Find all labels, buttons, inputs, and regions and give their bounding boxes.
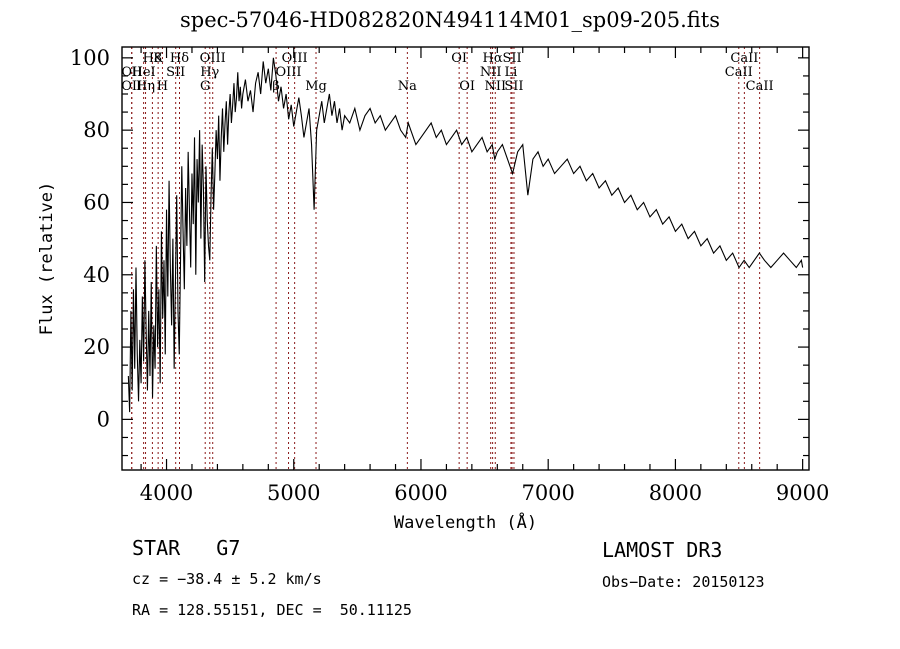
spectral-line-label: HeI [132,65,156,80]
spectral-line-label: OIII [275,65,301,80]
x-tick-label: 8000 [649,481,702,505]
object-type-label: STAR G7 [132,536,241,560]
plot-frame [121,46,810,471]
spectral-line-label: OIII [200,51,226,66]
redshift-velocity-label: cz = −38.4 ± 5.2 km/s [132,570,322,588]
spectral-line-label: OIII [282,51,308,66]
y-tick-label: 20 [83,335,110,359]
x-tick-label: 6000 [394,481,447,505]
spectral-line-label: NII [480,65,502,80]
y-tick-label: 0 [97,407,110,431]
spectral-line-label: Hγ [200,65,219,80]
page-title: spec-57046-HD082820N494114M01_sp09-205.f… [179,8,720,32]
spectral-line-label: OI [451,51,467,66]
spectral-line-label: G [200,79,210,94]
spectral-line-label: Hδ [170,51,189,66]
spectral-line-label: CaII [725,65,753,80]
y-tick-label: 40 [83,263,110,287]
x-tick-label: 9000 [776,481,829,505]
spectrum-flux-line [127,57,804,413]
spectral-line-label: Li [505,65,518,80]
spectral-line-label: H8 [143,51,163,66]
spectral-line-label: OII [121,65,142,80]
spectral-line-label: CaII [746,79,774,94]
y-axis-title: Flux (relative) [37,182,57,336]
spectral-line-label: H [157,79,168,94]
x-axis-title: Wavelength (Å) [394,511,537,533]
spectral-line-label: OI [459,79,475,94]
spectral-line-label: Mg [305,79,327,94]
spectral-line-label: Hη [136,79,155,94]
x-tick-label: 4000 [140,481,193,505]
y-tick-label: 60 [83,190,110,214]
spectral-line-label: SII [504,79,523,94]
spectral-line-markers [131,47,761,470]
spectral-line-label: CaII [730,51,758,66]
spectral-line-label: Hα [483,51,503,66]
spectral-line-label: NII [484,79,506,94]
plot-axes: 4000 5000 6000 7000 8000 9000 0 20 40 60 80 100 Wave… [37,46,829,533]
obs-date-label: Obs−Date: 20150123 [602,573,765,591]
y-tick-label: 80 [83,118,110,142]
x-tick-label: 7000 [521,481,574,505]
spectral-line-label: OII [121,79,142,94]
coordinates-label: RA = 128.55151, DEC = 50.11125 [132,601,412,619]
spectral-line-label: Na [398,79,417,94]
x-tick-label: 5000 [267,481,320,505]
y-tick-label: 100 [70,46,110,70]
spectral-line-label: SII [166,65,185,80]
spectral-line-label: K [153,51,163,66]
spectral-line-label: β [272,79,280,94]
survey-label: LAMOST DR3 [602,538,723,562]
spectral-line-label: SII [502,51,521,66]
